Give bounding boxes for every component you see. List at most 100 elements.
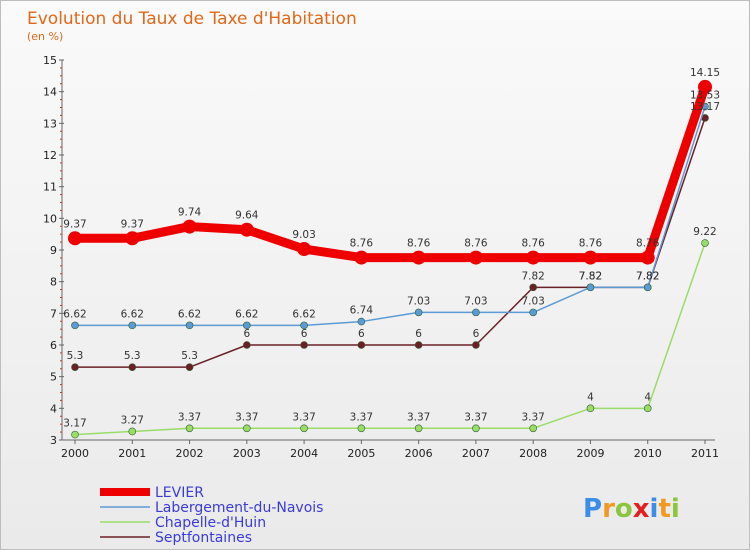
data-label-septfontaines: 5.3 xyxy=(124,350,141,362)
data-label-chapelle-d-huin: 3.27 xyxy=(121,414,144,426)
data-point-labergement-du-navois xyxy=(414,308,423,317)
data-label-septfontaines: 6 xyxy=(243,328,250,340)
data-point-levier xyxy=(68,231,82,246)
data-label-labergement-du-navois: 6.62 xyxy=(178,308,201,320)
y-tick-label: 12 xyxy=(43,149,57,162)
data-point-labergement-du-navois xyxy=(529,308,537,317)
x-tick-label: 2004 xyxy=(290,447,318,460)
data-label-levier: 9.37 xyxy=(63,218,86,230)
data-point-labergement-du-navois xyxy=(128,321,137,330)
data-point-chapelle-d-huin xyxy=(701,239,709,247)
data-point-labergement-du-navois xyxy=(243,321,251,330)
data-label-labergement-du-navois: 7.03 xyxy=(464,295,487,307)
y-tick-label: 15 xyxy=(43,54,57,67)
data-label-labergement-du-navois: 6.74 xyxy=(350,305,374,317)
data-label-chapelle-d-huin: 4 xyxy=(587,391,594,403)
data-point-septfontaines xyxy=(414,341,423,349)
data-point-chapelle-d-huin xyxy=(414,424,423,433)
legend-label-septfontaines: Septfontaines xyxy=(155,530,252,546)
data-point-labergement-du-navois xyxy=(643,283,652,292)
data-label-septfontaines: 5.3 xyxy=(181,350,198,362)
data-label-chapelle-d-huin: 4 xyxy=(644,391,651,403)
data-label-chapelle-d-huin: 3.37 xyxy=(407,411,430,423)
data-label-chapelle-d-huin: 9.22 xyxy=(693,226,716,238)
data-label-levier: 8.76 xyxy=(350,238,374,250)
data-label-chapelle-d-huin: 3.37 xyxy=(235,411,258,423)
data-point-chapelle-d-huin xyxy=(586,404,595,413)
data-point-labergement-du-navois xyxy=(300,321,308,330)
data-point-levier xyxy=(640,250,655,265)
data-point-chapelle-d-huin xyxy=(71,430,79,439)
logo-letter: x xyxy=(633,494,650,524)
x-tick-label: 2011 xyxy=(691,447,719,460)
data-label-levier: 9.03 xyxy=(292,229,315,241)
x-tick-label: 2003 xyxy=(233,447,261,460)
data-label-septfontaines: 13.17 xyxy=(690,101,720,113)
data-point-chapelle-d-huin xyxy=(529,424,537,433)
data-point-chapelle-d-huin xyxy=(128,427,137,436)
data-point-levier xyxy=(583,250,598,265)
data-label-levier: 9.74 xyxy=(178,207,202,219)
data-point-septfontaines xyxy=(529,283,537,292)
data-label-levier: 8.76 xyxy=(521,238,545,250)
y-tick-label: 9 xyxy=(50,244,57,257)
data-point-chapelle-d-huin xyxy=(643,404,652,413)
x-tick-label: 2001 xyxy=(118,447,146,460)
chart-subtitle: (en %) xyxy=(27,30,63,43)
data-label-septfontaines: 6 xyxy=(473,328,480,340)
y-tick-label: 13 xyxy=(43,117,57,130)
data-label-labergement-du-navois: 6.62 xyxy=(292,308,315,320)
data-label-levier: 8.76 xyxy=(464,238,488,250)
y-tick-label: 4 xyxy=(50,402,57,415)
data-point-septfontaines xyxy=(357,341,366,349)
data-label-labergement-du-navois: 6.62 xyxy=(235,308,258,320)
x-tick-label: 2009 xyxy=(576,447,604,460)
series-line-levier xyxy=(70,82,710,263)
y-tick-label: 8 xyxy=(50,276,57,289)
data-point-labergement-du-navois xyxy=(586,283,595,292)
data-point-chapelle-d-huin xyxy=(300,424,308,433)
data-label-septfontaines: 6 xyxy=(415,328,422,340)
data-label-levier: 14.15 xyxy=(690,67,720,79)
data-label-labergement-du-navois: 6.62 xyxy=(63,308,86,320)
series-line-septfontaines xyxy=(74,117,706,368)
data-label-labergement-du-navois: 6.62 xyxy=(121,308,144,320)
data-label-septfontaines: 7.82 xyxy=(521,270,544,282)
chart-title: Evolution du Taux de Taxe d'Habitation xyxy=(27,9,357,29)
data-point-levier xyxy=(182,219,197,234)
legend-label-chapelle-d-huin: Chapelle-d'Huin xyxy=(155,515,266,531)
data-point-levier xyxy=(468,250,483,265)
data-point-levier xyxy=(411,250,426,265)
y-tick-label: 5 xyxy=(50,371,57,384)
x-tick-label: 2006 xyxy=(405,447,433,460)
data-label-septfontaines: 7.82 xyxy=(636,270,659,282)
data-point-levier xyxy=(698,79,712,94)
logo-letter: i xyxy=(671,494,680,524)
x-tick-label: 2005 xyxy=(347,447,375,460)
data-point-chapelle-d-huin xyxy=(185,424,194,433)
data-label-labergement-du-navois: 7.82 xyxy=(636,270,659,282)
series-line-chapelle-d-huin xyxy=(74,242,706,436)
data-label-septfontaines: 6 xyxy=(358,328,365,340)
y-tick-label: 11 xyxy=(43,181,57,194)
data-point-labergement-du-navois xyxy=(185,321,194,330)
x-tick-label: 2007 xyxy=(462,447,490,460)
data-label-levier: 8.76 xyxy=(636,238,660,250)
data-point-chapelle-d-huin xyxy=(472,424,480,433)
data-label-labergement-du-navois: 13.53 xyxy=(690,90,720,102)
y-tick-label: 14 xyxy=(43,86,57,99)
data-label-chapelle-d-huin: 3.37 xyxy=(178,411,201,423)
axes: 3 4 5 6 7 8 9 10 11 12 13 14 15 2000 2001 2002 2003 2004 2… xyxy=(43,54,719,460)
data-label-labergement-du-navois: 7.03 xyxy=(521,295,544,307)
data-point-septfontaines xyxy=(71,363,79,371)
data-label-labergement-du-navois: 7.03 xyxy=(407,295,430,307)
logo-letter: o xyxy=(615,494,633,524)
data-point-labergement-du-navois xyxy=(357,317,366,326)
data-label-levier: 8.76 xyxy=(579,238,603,250)
series-lines xyxy=(68,79,712,439)
series-line-labergement-du-navois xyxy=(74,105,706,327)
data-point-septfontaines xyxy=(300,341,308,349)
data-label-levier: 8.76 xyxy=(407,238,431,250)
